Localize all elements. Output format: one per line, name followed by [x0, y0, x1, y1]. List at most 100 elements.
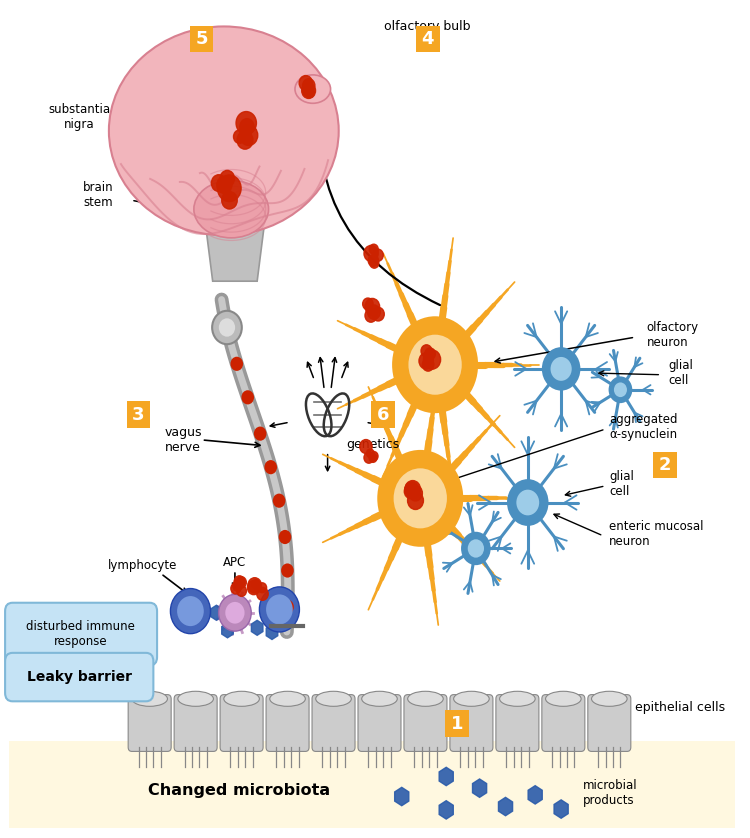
Circle shape — [419, 353, 434, 369]
Circle shape — [407, 492, 424, 510]
Polygon shape — [206, 223, 265, 282]
Circle shape — [550, 357, 572, 380]
Circle shape — [279, 530, 291, 544]
Text: 6: 6 — [377, 406, 389, 424]
Polygon shape — [394, 788, 409, 805]
Circle shape — [265, 460, 277, 474]
Text: olfactory bulb: olfactory bulb — [385, 20, 471, 33]
Text: genetics: genetics — [346, 437, 400, 451]
FancyBboxPatch shape — [9, 741, 735, 828]
Ellipse shape — [132, 691, 167, 706]
Circle shape — [281, 563, 294, 577]
Text: olfactory
neuron: olfactory neuron — [646, 322, 698, 349]
Circle shape — [177, 596, 204, 626]
Polygon shape — [211, 605, 222, 620]
Ellipse shape — [224, 691, 260, 706]
Circle shape — [236, 111, 256, 135]
Text: substantia
nigra: substantia nigra — [48, 102, 110, 131]
Circle shape — [242, 391, 254, 405]
Circle shape — [424, 348, 435, 360]
FancyBboxPatch shape — [446, 711, 470, 737]
Circle shape — [369, 453, 377, 463]
Circle shape — [365, 309, 376, 323]
Circle shape — [370, 258, 379, 268]
FancyBboxPatch shape — [542, 695, 585, 752]
FancyBboxPatch shape — [5, 603, 157, 665]
Circle shape — [516, 489, 539, 515]
Circle shape — [233, 130, 245, 143]
Text: glial
cell: glial cell — [609, 470, 634, 498]
Circle shape — [256, 587, 268, 600]
Circle shape — [217, 175, 242, 202]
Circle shape — [372, 308, 384, 321]
Circle shape — [232, 581, 242, 592]
Text: enteric mucosal
neuron: enteric mucosal neuron — [609, 520, 703, 548]
Circle shape — [392, 316, 478, 413]
Text: Changed microbiota: Changed microbiota — [148, 784, 330, 798]
FancyBboxPatch shape — [588, 695, 631, 752]
Circle shape — [368, 305, 380, 319]
Circle shape — [299, 75, 313, 91]
Circle shape — [225, 602, 245, 623]
Ellipse shape — [316, 691, 351, 706]
FancyBboxPatch shape — [416, 26, 440, 52]
Ellipse shape — [178, 691, 214, 706]
Ellipse shape — [454, 691, 489, 706]
Circle shape — [377, 450, 464, 546]
Circle shape — [369, 244, 378, 254]
Circle shape — [405, 480, 421, 499]
Polygon shape — [266, 624, 278, 639]
Circle shape — [370, 452, 378, 461]
Circle shape — [421, 344, 432, 357]
Text: 3: 3 — [132, 406, 145, 424]
Circle shape — [424, 349, 440, 370]
Circle shape — [222, 192, 237, 209]
Ellipse shape — [295, 75, 331, 103]
Circle shape — [220, 170, 235, 187]
Circle shape — [302, 79, 315, 92]
Polygon shape — [285, 605, 296, 620]
Circle shape — [230, 357, 243, 371]
Circle shape — [365, 298, 380, 315]
Text: glial
cell: glial cell — [669, 359, 694, 387]
Polygon shape — [440, 768, 453, 786]
Text: microbial
products: microbial products — [584, 779, 638, 807]
FancyBboxPatch shape — [371, 401, 395, 428]
Circle shape — [273, 494, 286, 508]
Circle shape — [363, 298, 374, 310]
Circle shape — [373, 249, 383, 261]
Circle shape — [303, 85, 313, 96]
FancyBboxPatch shape — [496, 695, 539, 752]
Circle shape — [461, 532, 490, 565]
Ellipse shape — [109, 27, 339, 235]
Text: disturbed immune
response: disturbed immune response — [26, 620, 135, 648]
Ellipse shape — [545, 691, 581, 706]
Circle shape — [281, 600, 294, 614]
Polygon shape — [440, 800, 453, 819]
Ellipse shape — [194, 180, 268, 238]
Circle shape — [266, 594, 292, 624]
Circle shape — [507, 479, 548, 526]
Text: 1: 1 — [451, 715, 464, 733]
Text: vagus
nerve: vagus nerve — [164, 426, 202, 454]
Circle shape — [217, 177, 232, 194]
Polygon shape — [472, 779, 487, 797]
Polygon shape — [251, 620, 263, 635]
FancyBboxPatch shape — [174, 695, 217, 752]
Circle shape — [367, 449, 374, 458]
Circle shape — [364, 453, 374, 463]
FancyBboxPatch shape — [128, 695, 171, 752]
Circle shape — [368, 255, 379, 266]
Circle shape — [305, 87, 314, 98]
Text: 5: 5 — [195, 30, 208, 48]
Circle shape — [254, 427, 266, 441]
Ellipse shape — [270, 691, 305, 706]
Circle shape — [220, 320, 233, 334]
Text: APC: APC — [224, 556, 247, 569]
Circle shape — [211, 174, 226, 192]
Ellipse shape — [500, 691, 536, 706]
Text: lymphocyte: lymphocyte — [107, 559, 177, 572]
Circle shape — [422, 358, 434, 371]
Circle shape — [260, 587, 299, 632]
Text: Leaky barrier: Leaky barrier — [27, 670, 132, 684]
